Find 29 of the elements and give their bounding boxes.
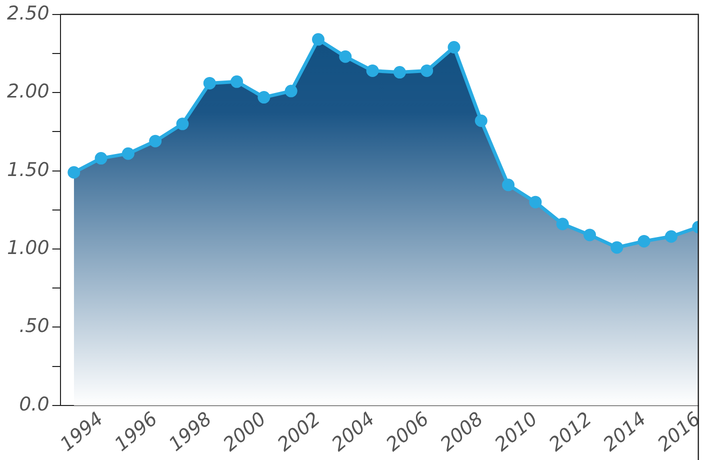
point bbox=[420, 64, 434, 77]
point bbox=[529, 196, 542, 208]
y-tick-label: 2.50 bbox=[6, 2, 50, 24]
point bbox=[583, 228, 596, 242]
point bbox=[176, 118, 189, 130]
point bbox=[474, 114, 488, 128]
point bbox=[339, 50, 352, 63]
point bbox=[556, 218, 569, 230]
y-tick-label: 1.00 bbox=[6, 236, 50, 259]
point bbox=[393, 66, 406, 79]
y-tick-label: 1.50 bbox=[6, 158, 50, 181]
point bbox=[610, 241, 624, 254]
y-tick-label: 0.0 bbox=[19, 393, 50, 416]
point bbox=[502, 178, 515, 192]
point bbox=[94, 152, 108, 165]
point bbox=[258, 91, 270, 104]
point bbox=[122, 147, 134, 160]
point bbox=[149, 134, 162, 148]
point bbox=[284, 84, 298, 98]
point bbox=[638, 234, 650, 248]
point bbox=[312, 33, 324, 46]
y-tick-label: .50 bbox=[19, 315, 50, 338]
y-tick-label: 2.00 bbox=[6, 80, 50, 103]
point bbox=[664, 230, 678, 243]
point bbox=[448, 41, 460, 54]
point bbox=[68, 166, 80, 179]
point bbox=[230, 75, 244, 88]
point bbox=[203, 76, 216, 90]
point bbox=[366, 64, 379, 77]
